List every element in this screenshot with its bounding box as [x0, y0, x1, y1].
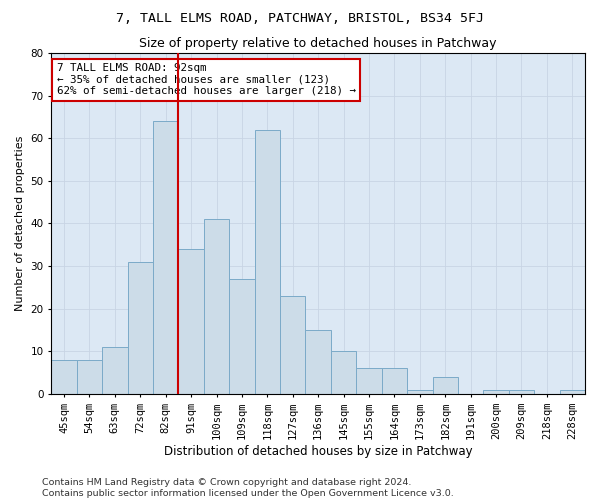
- Bar: [331, 351, 356, 394]
- Bar: [204, 219, 229, 394]
- Bar: [77, 360, 102, 394]
- Bar: [382, 368, 407, 394]
- Bar: [560, 390, 585, 394]
- Bar: [128, 262, 153, 394]
- Text: 7, TALL ELMS ROAD, PATCHWAY, BRISTOL, BS34 5FJ: 7, TALL ELMS ROAD, PATCHWAY, BRISTOL, BS…: [116, 12, 484, 26]
- Bar: [153, 121, 178, 394]
- Bar: [254, 130, 280, 394]
- Text: Contains HM Land Registry data © Crown copyright and database right 2024.
Contai: Contains HM Land Registry data © Crown c…: [42, 478, 454, 498]
- Title: Size of property relative to detached houses in Patchway: Size of property relative to detached ho…: [139, 38, 497, 51]
- Bar: [52, 360, 77, 394]
- Bar: [102, 347, 128, 394]
- Bar: [433, 377, 458, 394]
- Y-axis label: Number of detached properties: Number of detached properties: [15, 136, 25, 311]
- Bar: [484, 390, 509, 394]
- Bar: [178, 249, 204, 394]
- Bar: [305, 330, 331, 394]
- Bar: [229, 279, 254, 394]
- Bar: [356, 368, 382, 394]
- Bar: [509, 390, 534, 394]
- Bar: [407, 390, 433, 394]
- Bar: [280, 296, 305, 394]
- X-axis label: Distribution of detached houses by size in Patchway: Distribution of detached houses by size …: [164, 444, 472, 458]
- Text: 7 TALL ELMS ROAD: 92sqm
← 35% of detached houses are smaller (123)
62% of semi-d: 7 TALL ELMS ROAD: 92sqm ← 35% of detache…: [56, 64, 356, 96]
